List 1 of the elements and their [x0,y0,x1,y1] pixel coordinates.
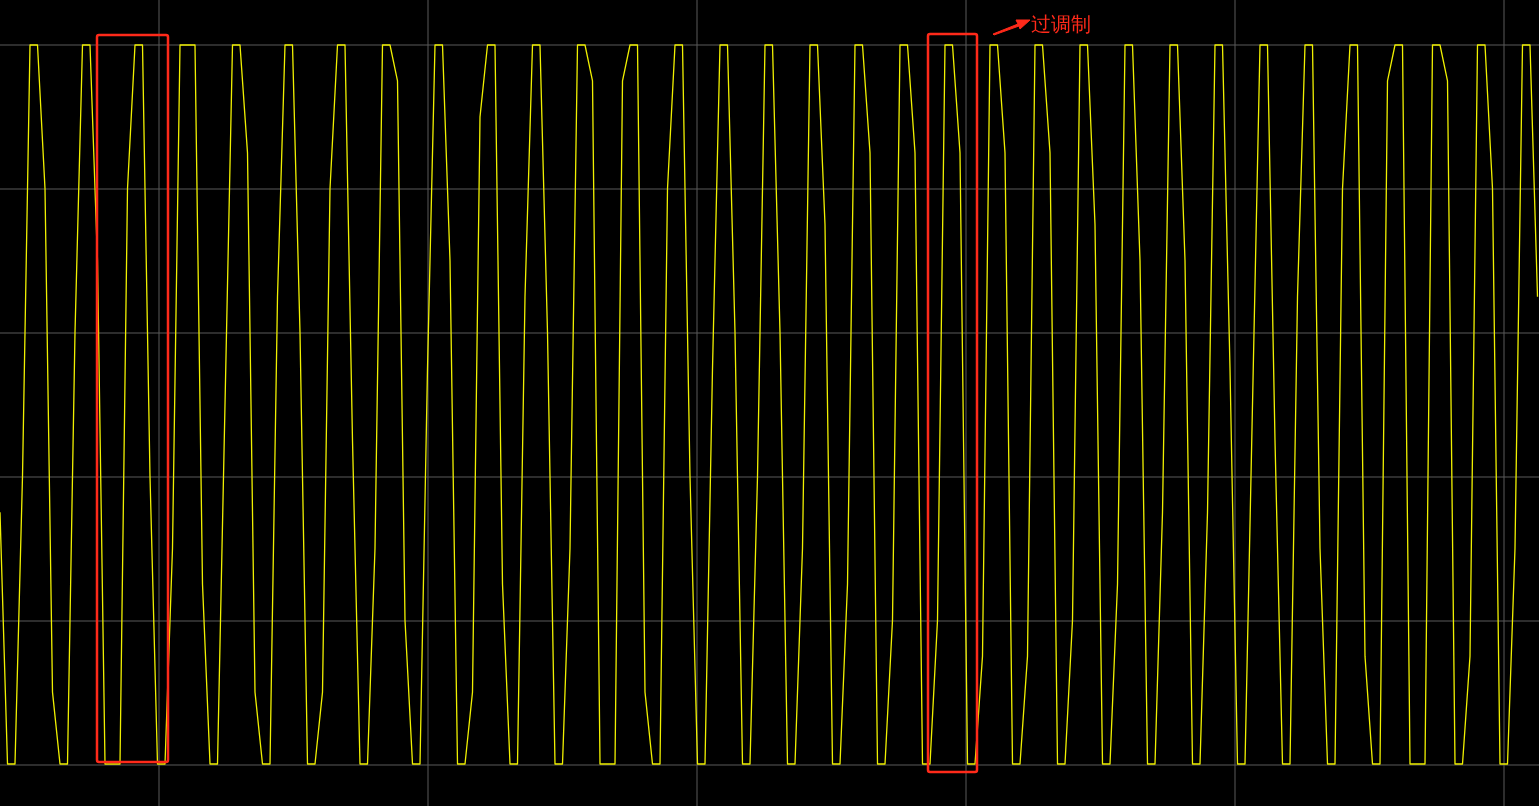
text: 过调制 [1031,12,1091,36]
